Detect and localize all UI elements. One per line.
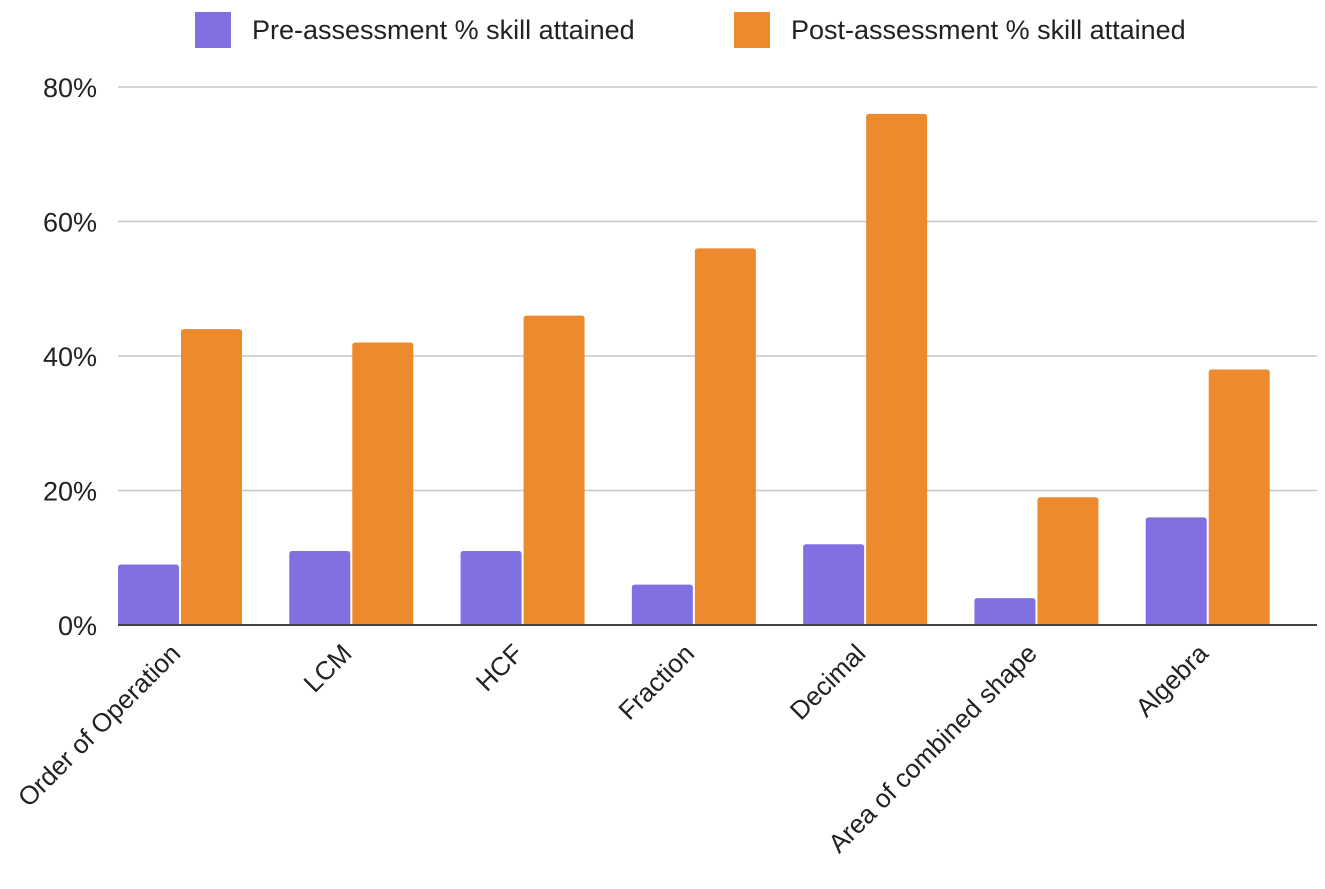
bar-pre-1	[289, 551, 351, 625]
y-tick-label: 40%	[43, 342, 97, 372]
y-tick-label: 0%	[58, 611, 97, 641]
bar-post-5	[1037, 497, 1099, 625]
y-tick-label: 60%	[43, 208, 97, 238]
bar-pre-3	[631, 584, 693, 625]
legend: Pre-assessment % skill attained Post-asse…	[195, 12, 1186, 48]
bar-pre-6	[1145, 517, 1207, 625]
x-axis-category-labels: Order of Operation LCM HCF Fraction Decimal A…	[12, 638, 1215, 859]
x-category-label: Algebra	[1129, 638, 1214, 723]
legend-label-post: Post-assessment % skill attained	[791, 15, 1186, 45]
bar-pre-2	[460, 551, 522, 625]
x-category-label: HCF	[470, 638, 529, 697]
y-tick-label: 80%	[43, 73, 97, 103]
legend-swatch-pre	[195, 12, 231, 48]
legend-swatch-post	[734, 12, 770, 48]
bar-pre-0	[118, 564, 179, 625]
bar-post-6	[1208, 369, 1270, 625]
bar-post-2	[523, 315, 585, 625]
x-category-label: Order of Operation	[12, 638, 187, 813]
bar-post-1	[352, 342, 414, 625]
bar-post-3	[694, 248, 756, 625]
legend-label-pre: Pre-assessment % skill attained	[252, 15, 635, 45]
x-category-label: Decimal	[784, 638, 872, 726]
x-category-label: LCM	[297, 638, 357, 698]
bar-pre-4	[803, 544, 865, 625]
y-axis-tick-labels: 0% 20% 40% 60% 80%	[43, 73, 97, 641]
bars	[118, 113, 1270, 626]
bar-post-0	[181, 329, 242, 625]
y-tick-label: 20%	[43, 477, 97, 507]
bar-post-4	[866, 113, 928, 626]
x-category-label: Fraction	[612, 638, 700, 726]
bar-pre-5	[974, 598, 1036, 625]
